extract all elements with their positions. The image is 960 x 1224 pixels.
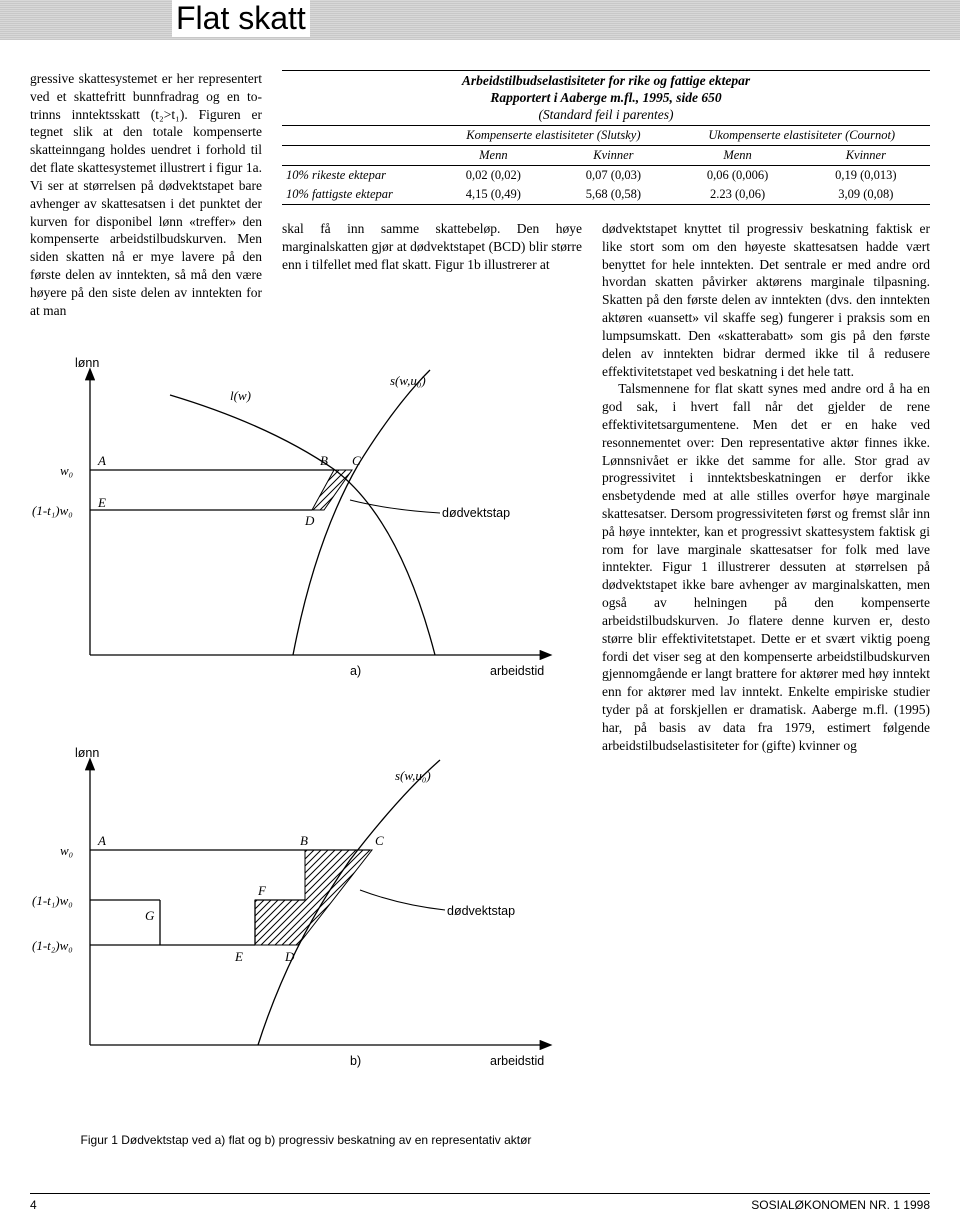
- left-column: gressive skattesystemet er her represent…: [30, 70, 262, 319]
- fig-a-swu0: s(w,u₀): [390, 373, 426, 388]
- fig-a-panel: a): [350, 664, 361, 678]
- fig-a-D: D: [304, 513, 315, 528]
- row0-c1: 0,07 (0,03): [553, 165, 673, 185]
- fig-b-swu0: s(w,u₀): [395, 768, 431, 783]
- fig-a-A: A: [97, 453, 106, 468]
- fig-label-lonn-b: lønn: [75, 746, 99, 760]
- fig-b-F: F: [257, 883, 267, 898]
- right-body: dødvektstapet knyttet til progressiv bes…: [602, 220, 930, 754]
- subhead-2: Menn: [673, 145, 801, 165]
- header-band: [0, 0, 960, 40]
- row0-c2: 0,06 (0,006): [673, 165, 801, 185]
- fig-a-C: C: [352, 453, 361, 468]
- page-footer: 4 SOSIALØKONOMEN NR. 1 1998: [30, 1193, 930, 1212]
- journal-id: SOSIALØKONOMEN NR. 1 1998: [751, 1198, 930, 1212]
- subhead-0: Menn: [433, 145, 553, 165]
- elasticity-table-block: Arbeidstilbudselastisiteter for rike og …: [282, 70, 930, 205]
- table-title-l1: Arbeidstilbudselastisiteter for rike og …: [462, 73, 750, 88]
- row1-label: 10% fattigste ektepar: [282, 185, 433, 205]
- figure-caption: Figur 1 Dødvektstap ved a) flat og b) pr…: [30, 1133, 582, 1147]
- fig-b-w0: w₀: [60, 843, 73, 858]
- fig-a-B: B: [320, 453, 328, 468]
- table-row: 10% fattigste ektepar 4,15 (0,49) 5,68 (…: [282, 185, 930, 205]
- fig-label-lonn-a: lønn: [75, 356, 99, 370]
- page-number: 4: [30, 1198, 37, 1212]
- subhead-1: Kvinner: [553, 145, 673, 165]
- fig-b-E: E: [234, 949, 243, 964]
- col-group-1: Kompenserte elastisiteter (Slutsky): [433, 126, 673, 146]
- fig-b-A: A: [97, 833, 106, 848]
- row1-c0: 4,15 (0,49): [433, 185, 553, 205]
- subhead-3: Kvinner: [802, 145, 930, 165]
- fig-b-t2w0: (1-t₂)w₀: [32, 938, 73, 953]
- row0-label: 10% rikeste ektepar: [282, 165, 433, 185]
- row0-c0: 0,02 (0,02): [433, 165, 553, 185]
- fig-b-panel: b): [350, 1054, 361, 1068]
- fig-a-arbeidstid: arbeidstid: [490, 664, 544, 678]
- right-p1: dødvektstapet knyttet til progressiv bes…: [602, 220, 930, 380]
- fig-b-arbeidstid: arbeidstid: [490, 1054, 544, 1068]
- fig-a-t1w0: (1-t₁)w₀: [32, 503, 73, 518]
- elasticity-table: Kompenserte elastisiteter (Slutsky) Ukom…: [282, 126, 930, 205]
- table-row: 10% rikeste ektepar 0,02 (0,02) 0,07 (0,…: [282, 165, 930, 185]
- table-title-l3: (Standard feil i parentes): [538, 107, 673, 122]
- fig-a-dodvekt: dødvektstap: [442, 506, 510, 520]
- row0-c3: 0,19 (0,013): [802, 165, 930, 185]
- fig-b-D: D: [284, 949, 295, 964]
- table-title: Arbeidstilbudselastisiteter for rike og …: [282, 70, 930, 126]
- right-p2: Talsmennene for flat skatt synes med and…: [602, 380, 930, 754]
- row1-c2: 2.23 (0,06): [673, 185, 801, 205]
- fig-a-lw: l(w): [230, 388, 251, 403]
- left-col-text: gressive skattesystemet er her represent…: [30, 70, 262, 319]
- center-body: skal få inn samme skattebeløp. Den høye …: [282, 220, 582, 273]
- fig-b-G: G: [145, 908, 155, 923]
- table-title-l2: Rapportert i Aaberge m.fl., 1995, side 6…: [490, 90, 721, 105]
- center-body-text: skal få inn samme skattebeløp. Den høye …: [282, 220, 582, 273]
- row1-c1: 5,68 (0,58): [553, 185, 673, 205]
- col-group-2: Ukompenserte elastisiteter (Cournot): [673, 126, 930, 146]
- fig-b-t1w0: (1-t₁)w₀: [32, 893, 73, 908]
- page-title: Flat skatt: [172, 0, 310, 37]
- fig-b-dodvekt: dødvektstap: [447, 904, 515, 918]
- fig-a-w0: w₀: [60, 463, 73, 478]
- figure-svg: lønn w₀ (1-t₁)w₀ l(w) s(w,u₀) A E B C D: [30, 345, 582, 1125]
- fig-b-B: B: [300, 833, 308, 848]
- row1-c3: 3,09 (0,08): [802, 185, 930, 205]
- fig-b-C: C: [375, 833, 384, 848]
- figure-1: lønn w₀ (1-t₁)w₀ l(w) s(w,u₀) A E B C D: [30, 345, 582, 1147]
- fig-a-E: E: [97, 495, 106, 510]
